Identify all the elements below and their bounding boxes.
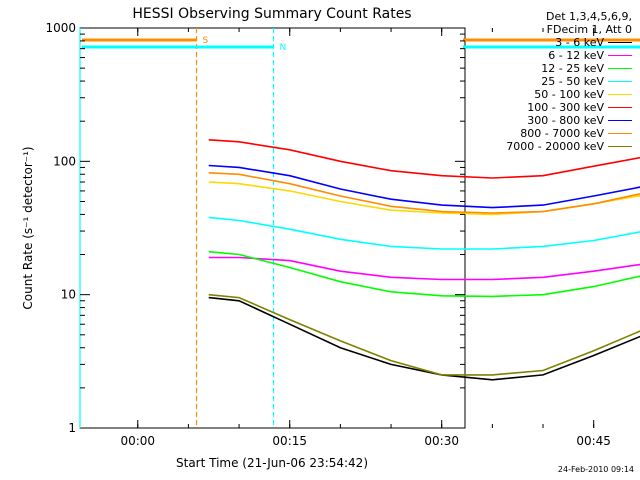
- series-line: [208, 293, 640, 376]
- legend-swatch: [608, 42, 632, 43]
- x-tick-label: 00:30: [424, 434, 459, 448]
- period-marker-label: S: [203, 36, 209, 46]
- legend-item-label: 100 - 300 keV: [527, 101, 604, 114]
- y-tick-label: 1: [68, 421, 76, 435]
- legend-item-label: 50 - 100 keV: [534, 88, 604, 101]
- legend-item: 800 - 7000 keV: [478, 127, 638, 140]
- legend-swatch: [608, 55, 632, 56]
- legend-item-label: 800 - 7000 keV: [520, 127, 604, 140]
- legend-item: 12 - 25 keV: [478, 62, 638, 75]
- x-tick-label: 00:45: [576, 434, 611, 448]
- legend-swatch: [608, 68, 632, 69]
- legend-header-line: Det 1,3,4,5,6,9,: [545, 10, 632, 23]
- legend-swatch: [608, 81, 632, 82]
- legend-swatch: [608, 107, 632, 108]
- series-line: [208, 296, 640, 381]
- series-line: [208, 164, 640, 209]
- series-group: [208, 139, 640, 381]
- legend-item-label: 300 - 800 keV: [527, 114, 604, 127]
- period-lines: SN: [79, 28, 640, 428]
- legend-swatch: [608, 120, 632, 121]
- series-line: [208, 250, 640, 298]
- legend: Det 1,3,4,5,6,9, FDecim 1, Att 0 3 - 6 k…: [478, 10, 638, 153]
- y-axis: 1 10 100 1000: [45, 21, 465, 435]
- legend-item-label: 6 - 12 keV: [548, 49, 604, 62]
- legend-header-line: FDecim 1, Att 0: [546, 23, 632, 36]
- legend-swatch: [608, 94, 632, 95]
- period-marker-label: N: [280, 43, 287, 53]
- x-tick-label: 00:15: [272, 434, 307, 448]
- series-line: [208, 139, 640, 179]
- legend-item: 100 - 300 keV: [478, 101, 638, 114]
- y-tick-label: 10: [61, 288, 76, 302]
- y-tick-label: 100: [53, 154, 76, 168]
- legend-item: 50 - 100 keV: [478, 88, 638, 101]
- legend-item: 6 - 12 keV: [478, 49, 638, 62]
- legend-item-label: 12 - 25 keV: [541, 62, 604, 75]
- legend-item: 3 - 6 keV: [478, 36, 638, 49]
- x-tick-label: 00:00: [120, 434, 155, 448]
- chart-title: HESSI Observing Summary Count Rates: [132, 6, 411, 22]
- legend-item: 300 - 800 keV: [478, 114, 638, 127]
- series-line: [208, 216, 640, 250]
- legend-item: 25 - 50 keV: [478, 75, 638, 88]
- legend-item: 7000 - 20000 keV: [478, 140, 638, 153]
- y-tick-label: 1000: [45, 21, 76, 35]
- series-line: [208, 256, 640, 281]
- legend-item-label: 7000 - 20000 keV: [506, 140, 604, 153]
- legend-item-label: 25 - 50 keV: [541, 75, 604, 88]
- y-axis-label: Count Rate (s⁻¹ detector⁻¹): [21, 146, 35, 309]
- legend-item-label: 3 - 6 keV: [555, 36, 604, 49]
- legend-swatch: [608, 146, 632, 147]
- legend-swatch: [608, 133, 632, 134]
- x-axis-label: Start Time (21-Jun-06 23:54:42): [176, 456, 368, 470]
- series-line: [208, 172, 640, 214]
- plot-timestamp: 24-Feb-2010 09:14: [557, 465, 634, 474]
- legend-rows: 3 - 6 keV 6 - 12 keV 12 - 25 keV 25 - 50 ke…: [478, 36, 638, 153]
